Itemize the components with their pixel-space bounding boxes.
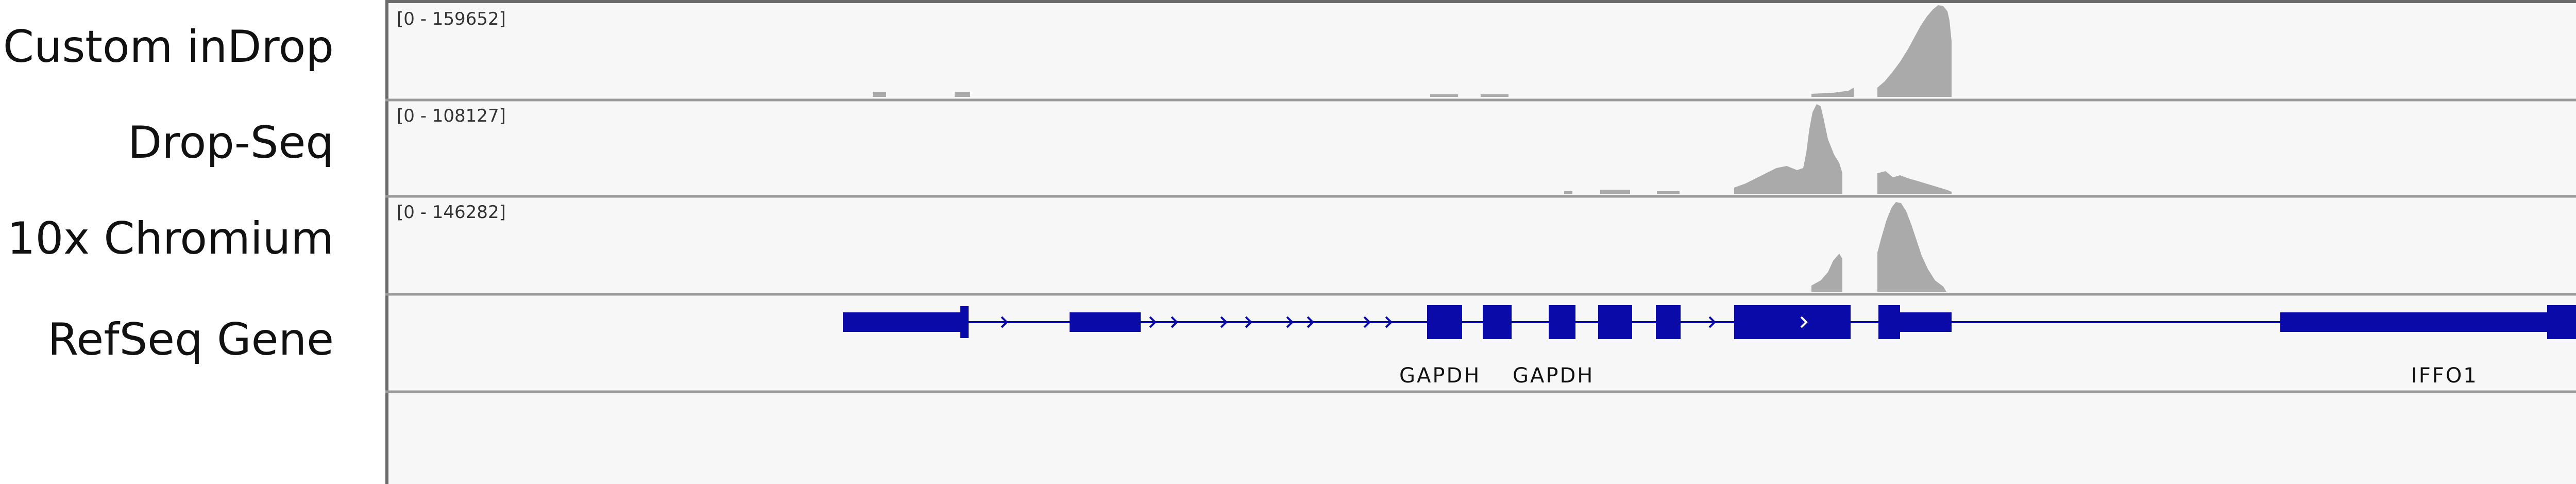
data-range-custom-indrop: [0 - 159652] bbox=[397, 9, 506, 29]
data-panel bbox=[385, 0, 2576, 484]
tracks-canvas: [0 - 159652] [0 - 108127] [0 - 146282] bbox=[385, 5, 2576, 393]
exon bbox=[1549, 305, 1575, 339]
exon bbox=[843, 312, 964, 332]
coverage-drop-seq[interactable] bbox=[1564, 104, 1952, 194]
exon bbox=[1656, 305, 1681, 339]
strand-arrows bbox=[1001, 316, 1716, 328]
exon bbox=[1898, 312, 1952, 332]
track-name-refseq-gene[interactable]: RefSeq Gene bbox=[47, 314, 334, 365]
data-range-drop-seq: [0 - 108127] bbox=[397, 106, 506, 126]
gene-label-gapdh[interactable]: GAPDH bbox=[1513, 364, 1594, 388]
strand-arrow-in-exon bbox=[1800, 316, 1808, 328]
track-name-10x-chromium[interactable]: 10x Chromium bbox=[7, 213, 334, 264]
gene-label-gapdh[interactable]: GAPDH bbox=[1399, 364, 1481, 388]
coverage-10x-chromium[interactable] bbox=[1811, 202, 1946, 292]
exon bbox=[1483, 305, 1512, 339]
exon bbox=[1070, 312, 1141, 332]
exon bbox=[2280, 312, 2548, 332]
coverage-custom-indrop[interactable] bbox=[873, 5, 1952, 97]
exon bbox=[1598, 305, 1632, 339]
exon bbox=[960, 306, 969, 338]
exon bbox=[1427, 305, 1462, 339]
track-name-custom-indrop[interactable]: Custom inDrop bbox=[3, 21, 334, 73]
gene-label-iffo1[interactable]: IFFO1 bbox=[2411, 364, 2478, 388]
exon bbox=[1878, 305, 1900, 339]
data-range-10x-chromium: [0 - 146282] bbox=[397, 202, 506, 223]
refseq-gene-track[interactable] bbox=[843, 305, 2576, 339]
track-name-drop-seq[interactable]: Drop-Seq bbox=[127, 117, 334, 169]
exon bbox=[2547, 305, 2576, 339]
exon bbox=[1734, 305, 1851, 339]
